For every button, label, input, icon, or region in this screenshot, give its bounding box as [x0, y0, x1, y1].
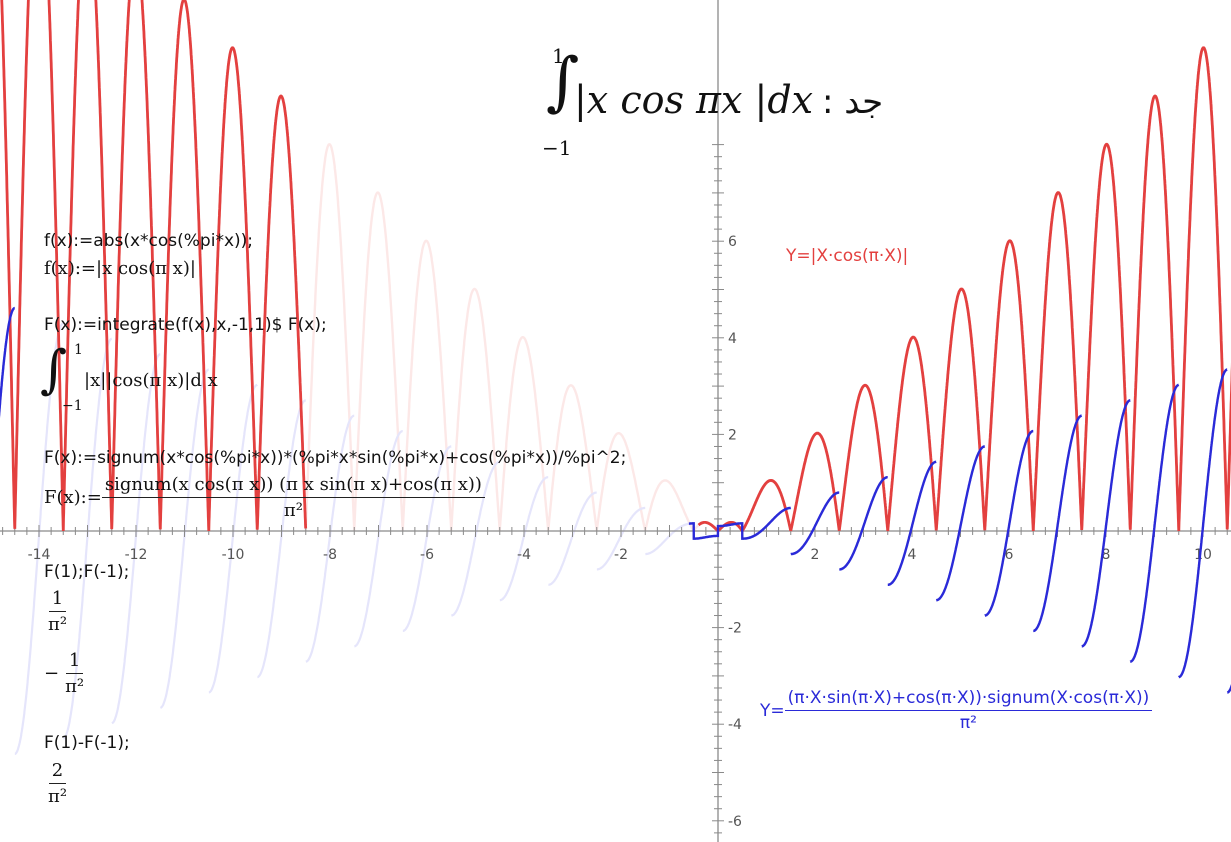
y-tick-label: -6 — [728, 814, 742, 830]
y-tick-label: -2 — [728, 621, 742, 637]
red-curve-label: Y=|X·cos(π·X)| — [786, 246, 909, 266]
output-line-3-numerator: signum(x cos(π x)) (π x sin(π x)+cos(π x… — [101, 474, 485, 498]
x-tick-label: -2 — [614, 547, 628, 563]
output-line-1-text: f(x):=|x cos(π x)| — [44, 258, 196, 279]
x-tick-label: -12 — [125, 547, 148, 563]
blue-curve-label-denominator: π² — [959, 713, 977, 733]
output-line-3-denominator: π² — [283, 500, 303, 521]
red-curve-left — [0, 0, 308, 532]
output-line-3-lhs: F(x):= — [44, 487, 102, 508]
output-line-4b-fraction: 1 π² — [65, 650, 84, 697]
blue-curve-label-numerator: (π·X·sin(π·X)+cos(π·X))·signum(X·cos(π·X… — [784, 688, 1153, 711]
y-tick-label: 6 — [728, 234, 737, 250]
output-integral-lower: −1 — [62, 398, 83, 414]
y-tick-label: 2 — [728, 427, 737, 443]
arabic-instruction: جد : — [822, 82, 884, 122]
input-line-1[interactable]: f(x):=abs(x*cos(%pi*x)); — [44, 231, 253, 251]
x-tick-label: 8 — [1102, 547, 1111, 563]
x-tick-label: -10 — [222, 547, 245, 563]
output-line-3: F(x):= signum(x cos(π x)) (π x sin(π x)+… — [44, 474, 485, 521]
output-line-5: 2 π² — [48, 760, 67, 807]
output-line-4a-numerator: 1 — [48, 588, 67, 612]
x-tick-label: -14 — [28, 547, 51, 563]
output-line-4a-fraction: 1 π² — [48, 588, 67, 635]
x-tick-label: 2 — [811, 547, 820, 563]
integral-sign: ∫ — [546, 45, 580, 119]
output-line-4b: − 1 π² — [44, 650, 84, 697]
output-line-4b-numerator: 1 — [65, 650, 84, 674]
integrand: |x cos πx |dx — [574, 78, 814, 122]
input-line-2[interactable]: F(x):=integrate(f(x),x,-1,1)$ F(x); — [44, 315, 327, 335]
output-line-5-denominator: π² — [48, 786, 68, 807]
x-tick-label: -4 — [517, 547, 531, 563]
output-line-4a-denominator: π² — [48, 614, 68, 635]
output-line-5-fraction: 2 π² — [48, 760, 67, 807]
integral-upper-limit: 1 — [552, 44, 565, 68]
blue-curve-label-prefix: Y= — [760, 700, 785, 721]
integral-lower-limit: −1 — [542, 136, 572, 160]
blue-curve-label-fraction: (π·X·sin(π·X)+cos(π·X))·signum(X·cos(π·X… — [784, 688, 1153, 733]
blue-curve-left — [0, 306, 16, 419]
y-tick-label: 4 — [728, 331, 737, 347]
x-tick-label: -8 — [323, 547, 337, 563]
output-line-4b-sign: − — [44, 663, 60, 684]
output-line-2: ∫ 1 −1 |x||cos(π x)|d x — [40, 342, 300, 420]
output-line-5-numerator: 2 — [48, 760, 67, 784]
blue-curve — [688, 368, 1231, 694]
input-line-4[interactable]: F(1);F(-1); — [44, 562, 130, 582]
x-tick-label: 6 — [1005, 547, 1014, 563]
output-line-4a: 1 π² — [48, 588, 67, 635]
output-line-3-fraction: signum(x cos(π x)) (π x sin(π x)+cos(π x… — [101, 474, 485, 521]
input-line-5[interactable]: F(1)-F(-1); — [44, 733, 130, 753]
output-integral-upper: 1 — [74, 342, 83, 358]
output-integral-body: |x||cos(π x)|d x — [84, 370, 218, 391]
output-line-1: f(x):=|x cos(π x)| — [44, 258, 196, 279]
x-tick-label: -6 — [420, 547, 434, 563]
red-curve — [697, 46, 1231, 534]
problem-integral: ∫ 1 −1 |x cos πx |dx جد : — [540, 44, 910, 164]
y-tick-label: -4 — [728, 717, 742, 733]
blue-curve-label: Y= (π·X·sin(π·X)+cos(π·X))·signum(X·cos(… — [760, 688, 1153, 733]
output-integral-sign: ∫ — [40, 340, 68, 400]
x-tick-label: 10 — [1194, 547, 1212, 563]
input-line-3[interactable]: F(x):=signum(x*cos(%pi*x))*(%pi*x*sin(%p… — [44, 448, 627, 468]
output-line-4b-denominator: π² — [65, 676, 85, 697]
x-tick-label: 4 — [908, 547, 917, 563]
